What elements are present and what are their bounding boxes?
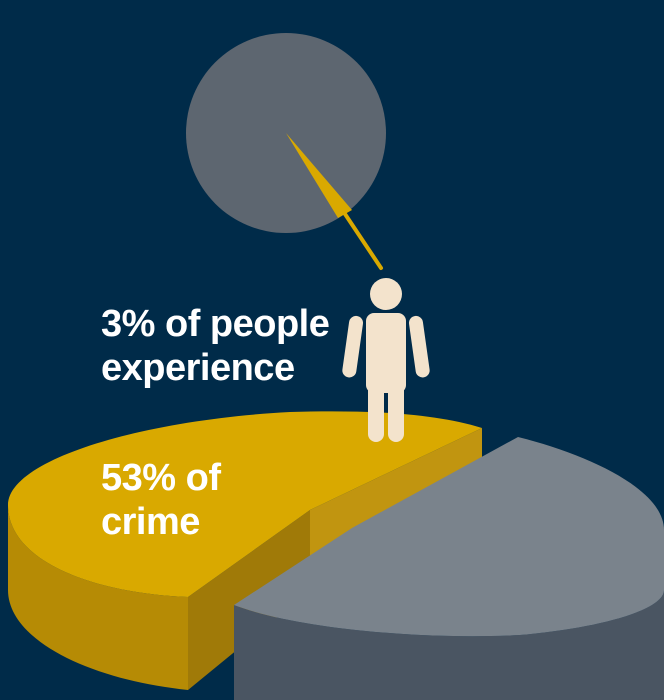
crime-pie-slice-other: [234, 437, 664, 637]
people-label-line2: experience: [101, 347, 295, 389]
crime-pie-slice-crime: [8, 411, 482, 597]
crime-pie-grey-side: [234, 590, 664, 700]
people-label: 3% of people experience: [101, 302, 330, 390]
crime-label-line2: crime: [101, 501, 200, 543]
crime-label-line1: 53% of: [101, 457, 221, 499]
person-icon: [342, 278, 430, 442]
crime-pie-yellow-side: [8, 505, 188, 690]
people-pie-pointer: [343, 212, 383, 270]
people-label-line1: 3% of people: [101, 303, 330, 345]
crime-label: 53% of crime: [101, 456, 221, 544]
people-pie-slice-highlight: [286, 133, 352, 218]
crime-pie: [8, 411, 664, 700]
people-pie: [186, 33, 386, 270]
